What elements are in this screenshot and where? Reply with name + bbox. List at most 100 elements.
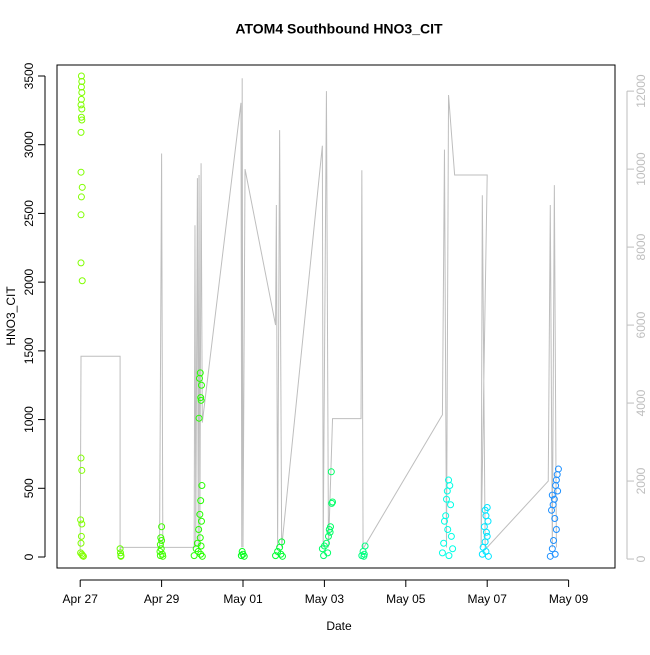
data-point <box>484 517 492 525</box>
data-point <box>447 501 455 509</box>
line-series <box>79 78 557 552</box>
data-point <box>327 468 335 476</box>
data-point <box>77 454 85 462</box>
y2-tick-label: 8000 <box>634 233 648 260</box>
data-point <box>77 539 85 547</box>
plot-box <box>56 64 616 569</box>
data-point <box>78 277 86 285</box>
y2-tick-label: 6000 <box>634 311 648 338</box>
data-point <box>320 552 328 560</box>
data-point <box>196 534 204 542</box>
data-point <box>158 537 166 545</box>
data-point <box>198 482 206 490</box>
y2-tick-label: 0 <box>634 555 648 562</box>
y-tick-label: 2500 <box>22 200 36 227</box>
data-point <box>440 539 448 547</box>
data-point <box>77 101 85 109</box>
y-tick-label: 500 <box>22 478 36 498</box>
data-point <box>198 552 206 560</box>
data-point <box>449 545 457 553</box>
x-tick-label: May 01 <box>223 592 263 606</box>
data-point <box>443 495 451 503</box>
data-point <box>195 526 203 534</box>
data-point <box>329 498 337 506</box>
data-point <box>444 526 452 534</box>
data-point <box>272 552 280 560</box>
data-point <box>116 545 124 553</box>
data-point <box>78 88 86 96</box>
data-point <box>438 549 446 557</box>
x-tick-label: May 09 <box>549 592 589 606</box>
data-point <box>482 528 490 536</box>
y-axis-title: HNO3_CIT <box>4 286 18 346</box>
data-point <box>237 552 245 560</box>
y-tick-label: 3500 <box>22 62 36 89</box>
y-tick-label: 1500 <box>22 337 36 364</box>
data-point <box>326 528 334 536</box>
data-point <box>554 487 562 495</box>
y2-tick-label: 2000 <box>634 467 648 494</box>
data-point <box>197 396 205 404</box>
data-point <box>117 552 125 560</box>
data-point <box>158 523 166 531</box>
data-point <box>276 543 284 551</box>
data-point <box>195 374 203 382</box>
data-point <box>78 116 86 124</box>
data-point <box>197 381 205 389</box>
y2-tick-label: 10000 <box>634 152 648 186</box>
data-point <box>484 552 492 560</box>
data-point <box>156 541 164 549</box>
data-point <box>197 394 205 402</box>
data-point <box>190 552 198 560</box>
data-point <box>195 414 203 422</box>
data-point <box>318 545 326 553</box>
y-tick-label: 2000 <box>22 268 36 295</box>
data-point <box>550 537 558 545</box>
data-point <box>77 516 85 524</box>
data-point <box>77 211 85 219</box>
data-point <box>79 552 87 560</box>
data-point <box>548 506 556 514</box>
y-tick-label: 3000 <box>22 131 36 158</box>
data-point <box>78 466 86 474</box>
data-point <box>77 113 85 121</box>
data-point <box>447 532 455 540</box>
data-point <box>548 545 556 553</box>
data-point <box>157 534 165 542</box>
data-point <box>116 549 124 557</box>
y2-tick-label: 4000 <box>634 389 648 416</box>
x-tick-label: Apr 29 <box>144 592 180 606</box>
data-point <box>78 520 86 528</box>
y-tick-label: 1000 <box>22 406 36 433</box>
data-point <box>77 128 85 136</box>
data-point <box>478 550 486 558</box>
data-point <box>551 515 559 523</box>
data-point <box>159 552 167 560</box>
data-point <box>79 552 87 560</box>
data-point <box>325 526 333 534</box>
x-tick-label: Apr 27 <box>63 592 99 606</box>
data-point <box>78 183 86 191</box>
data-point <box>278 552 286 560</box>
data-point <box>197 497 205 505</box>
y-tick-label: 0 <box>22 553 36 560</box>
data-point <box>197 550 205 558</box>
data-point <box>77 193 85 201</box>
chart-title: ATOM4 Southbound HNO3_CIT <box>235 21 443 37</box>
data-point <box>77 259 85 267</box>
data-point <box>77 532 85 540</box>
data-point <box>196 510 204 518</box>
data-point <box>546 552 554 560</box>
data-point <box>548 491 556 499</box>
x-axis-title: Date <box>326 619 352 633</box>
data-point <box>78 105 86 113</box>
data-point <box>324 532 332 540</box>
data-point <box>240 552 248 560</box>
data-point <box>440 517 448 525</box>
x-tick-label: May 05 <box>386 592 426 606</box>
y2-tick-label: 12000 <box>634 74 648 108</box>
data-point <box>360 552 368 560</box>
data-point <box>445 552 453 560</box>
x-tick-label: May 07 <box>468 592 508 606</box>
